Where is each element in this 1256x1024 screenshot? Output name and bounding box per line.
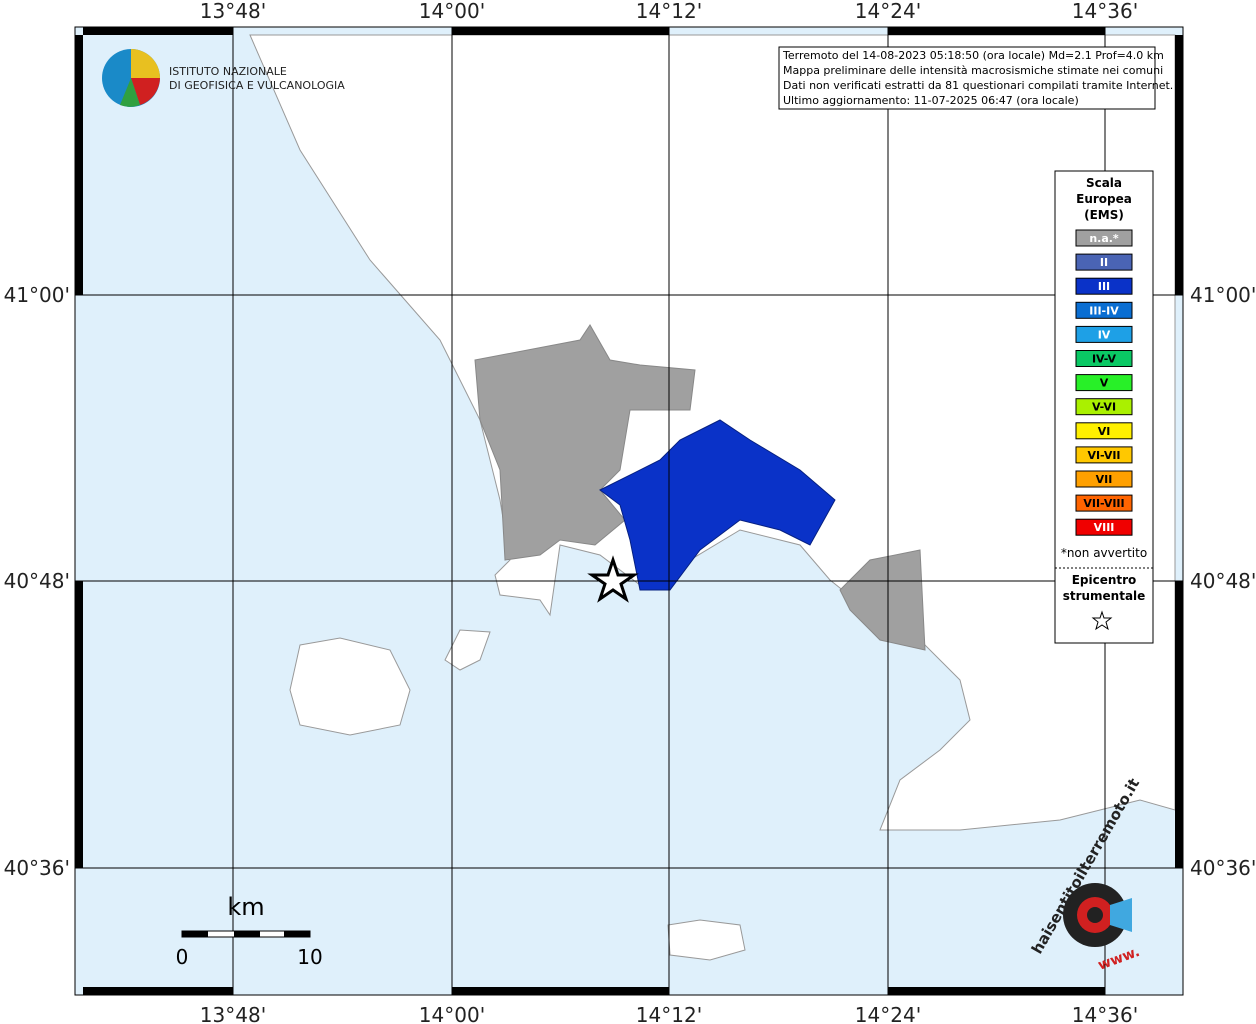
legend-swatch [1075,301,1133,319]
legend-label: n.a.* [1089,232,1119,245]
lon-label: 13°48' [200,0,266,23]
legend-label: V [1100,377,1109,390]
legend-label: IV-V [1092,353,1117,366]
legend-swatch [1075,325,1133,343]
legend-swatch [1075,446,1133,464]
legend-label: VII [1096,473,1113,486]
ischia [289,637,411,736]
institute-name: DI GEOFISICA E VULCANOLOGIA [169,79,345,92]
region-na [839,549,926,651]
scale-tick: 10 [297,945,322,969]
capri [667,919,746,961]
lat-label: 40°36' [4,856,70,880]
lon-label: 13°48' [200,1003,266,1024]
legend-swatch [1075,470,1133,488]
lat-label: 40°36' [1190,856,1256,880]
legend-swatch [1075,422,1133,440]
legend-label: VIII [1094,521,1115,534]
legend-swatch [1075,277,1133,295]
lon-label: 14°12' [636,0,702,23]
lon-label: 14°36' [1072,1003,1138,1024]
legend-epicenter: Epicentro [1072,573,1137,587]
lon-label: 14°00' [419,1003,485,1024]
region-na [474,324,696,561]
legend-label: III [1098,280,1110,293]
legend-swatch [1075,253,1133,271]
legend-swatch [1075,350,1133,367]
info-line: Mappa preliminare delle intensità macros… [783,64,1163,77]
lon-label: 14°24' [855,0,921,23]
legend-label: V-VI [1092,401,1116,414]
info-line: Dati non verificati estratti da 81 quest… [783,79,1173,92]
legend-note: *non avvertito [1061,546,1147,560]
legend-label: VI [1098,425,1111,438]
ingv-logo: ISTITUTO NAZIONALE DI GEOFISICA E VULCAN… [102,49,345,107]
legend-swatch [1075,518,1133,536]
legend-label: VII-VIII [1083,497,1124,510]
lat-label: 41°00' [1190,283,1256,307]
scale-bar: km 0 10 [176,893,323,969]
lon-label: 14°36' [1072,0,1138,23]
institute-name: ISTITUTO NAZIONALE [169,65,287,78]
legend-title: Europea [1076,192,1132,206]
lat-label: 41°00' [4,283,70,307]
legend-swatch [1075,374,1133,392]
region-iii [599,419,836,591]
legend-label: VI-VII [1087,449,1120,462]
legend-items: n.a.*IIIIIIII-IVIVIV-VVV-VIVIVI-VIIVIIVI… [1075,229,1133,536]
lat-label: 40°48' [1190,569,1256,593]
legend-title: (EMS) [1084,208,1124,222]
legend-label: III-IV [1089,304,1119,317]
legend-label: IV [1098,328,1111,341]
lon-label: 14°12' [636,1003,702,1024]
lon-label: 14°24' [855,1003,921,1024]
legend-swatch [1075,494,1133,512]
epicenter-star [587,555,639,603]
legend-label: II [1100,256,1108,269]
info-line: Ultimo aggiornamento: 11-07-2025 06:47 (… [783,94,1079,107]
lat-label: 40°48' [4,569,70,593]
info-box [778,46,1156,110]
legend-swatch [1075,398,1133,416]
lon-label: 14°00' [419,0,485,23]
legend-epicenter: strumentale [1063,589,1146,603]
procida [444,629,491,671]
frame-border [75,27,1183,995]
legend-title: Scala [1086,176,1122,190]
scale-unit: km [227,893,264,921]
legend-star [1091,610,1113,631]
legend-swatch [1075,229,1133,247]
info-line: Terremoto del 14-08-2023 05:18:50 (ora l… [782,49,1164,62]
scale-tick: 0 [176,945,189,969]
